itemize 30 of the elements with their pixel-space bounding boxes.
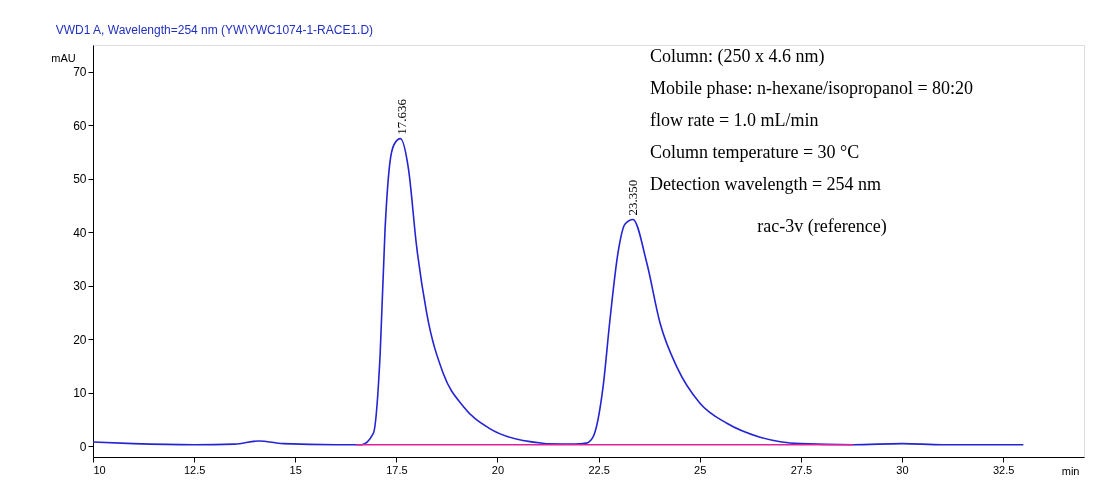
x-tick-label: 25: [694, 463, 707, 476]
y-tick-label: 30: [73, 279, 87, 294]
x-tick-label: 30: [896, 463, 909, 476]
annotation: Column temperature = 30 °C: [650, 142, 860, 162]
annotation: 17.636: [393, 98, 409, 135]
x-tick-label: 20: [491, 463, 505, 476]
y-tick-label: 60: [73, 118, 87, 133]
x-tick-label: 32.5: [992, 463, 1015, 476]
y-tick-label: 50: [73, 172, 87, 187]
x-tick-label: 27.5: [790, 463, 813, 476]
annotation: Column: (250 x 4.6 nm): [650, 46, 825, 67]
y-tick-label: 0: [79, 439, 87, 454]
x-tick-label: 12.5: [183, 463, 206, 476]
annotation: 23.350: [624, 179, 640, 216]
y-tick-label: 20: [73, 332, 87, 347]
x-tick-label: 15: [289, 463, 302, 476]
annotation: flow rate = 1.0 mL/min: [650, 110, 819, 130]
x-tick-label: 22.5: [588, 463, 610, 476]
y-axis-title: mAU: [51, 51, 76, 64]
x-tick-label: 10: [93, 463, 106, 476]
x-axis-title: min: [1061, 464, 1080, 477]
line-series: [92, 137, 1025, 446]
annotation: Mobile phase: n-hexane/isopropanol = 80:20: [650, 78, 974, 98]
y-tick-label: 40: [73, 225, 87, 240]
x-tick-label: 17.5: [386, 463, 408, 476]
y-tick-label: 10: [73, 386, 87, 401]
annotation: rac-3v (reference): [757, 216, 887, 237]
y-tick-label: 70: [73, 65, 87, 80]
annotation: Detection wavelength = 254 nm: [650, 174, 882, 194]
chart-title: VWD1 A, Wavelength=254 nm (YW\YWC1074-1-RACE1.D): [55, 23, 374, 37]
